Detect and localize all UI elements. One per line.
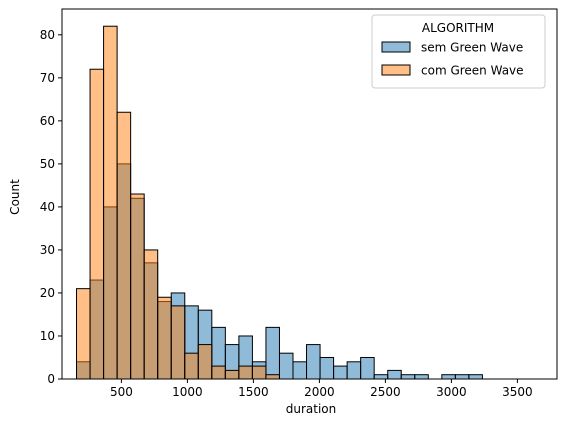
bar-com-green-wave-0 [76,288,91,380]
legend-swatch-sem-green-wave [381,41,411,53]
bar-com-green-wave-3 [116,111,132,380]
bar-com-green-wave-7 [170,305,186,380]
bar-com-green-wave-2 [103,25,118,380]
legend: ALGORITHM sem Green Wave com Green Wave [371,14,546,89]
bar-sem-green-wave-22 [373,374,389,380]
legend-frame [371,14,546,89]
bar-com-green-wave-8 [184,352,199,380]
x-tick-label: 2000 [304,385,335,399]
bar-sem-green-wave-23 [387,369,402,380]
legend-label-sem-green-wave: sem Green Wave [421,41,523,55]
bar-sem-green-wave-16 [292,361,308,380]
x-tick-label: 2500 [370,385,401,399]
x-axis-label: duration [286,402,337,416]
legend-label-com-green-wave: com Green Wave [421,64,524,78]
y-tick-label: 60 [40,114,55,128]
bar-sem-green-wave-20 [346,361,362,380]
y-tick-label: 40 [40,200,55,214]
x-tick-label: 3500 [502,385,533,399]
bar-sem-green-wave-15 [278,352,294,380]
bar-com-green-wave-10 [211,365,226,380]
y-tick-label: 80 [40,28,55,42]
x-tick-label: 1500 [238,385,269,399]
bar-com-green-wave-9 [197,344,213,380]
bar-sem-green-wave-18 [319,356,335,380]
x-tick-label: 3000 [436,385,467,399]
x-tick-label: 500 [110,385,133,399]
bar-com-green-wave-5 [143,249,159,380]
y-tick-label: 50 [40,157,55,171]
y-tick-label: 30 [40,243,55,257]
bar-com-green-wave-11 [224,369,240,380]
bar-com-green-wave-13 [251,365,267,380]
bar-sem-green-wave-29 [468,374,483,380]
bar-sem-green-wave-17 [306,344,321,380]
bar-com-green-wave-6 [157,296,172,380]
bar-com-green-wave-4 [130,193,145,380]
bar-sem-green-wave-27 [441,374,456,380]
plot-frame [61,8,558,380]
y-tick-label: 10 [40,329,55,343]
bar-sem-green-wave-21 [360,356,375,380]
plot-area [76,25,483,380]
bar-com-green-wave-14 [265,374,280,380]
bar-sem-green-wave-19 [333,365,348,380]
x-tick-label: 1000 [172,385,203,399]
legend-title: ALGORITHM [422,21,494,35]
axes: 500 1000 1500 2000 2500 3000 3500 0 10 20 30 40 50 60… [40,8,558,399]
legend-swatch-com-green-wave [381,64,411,76]
bar-sem-green-wave-14 [265,326,280,380]
bar-sem-green-wave-25 [414,374,429,380]
bar-sem-green-wave-24 [400,374,416,380]
y-axis-label: Count [8,179,22,215]
y-tick-label: 20 [40,286,55,300]
bar-com-green-wave-12 [238,365,253,380]
bar-com-green-wave-1 [89,68,105,380]
y-tick-label: 70 [40,71,55,85]
bar-sem-green-wave-28 [454,374,470,380]
y-tick-label: 0 [47,372,55,386]
